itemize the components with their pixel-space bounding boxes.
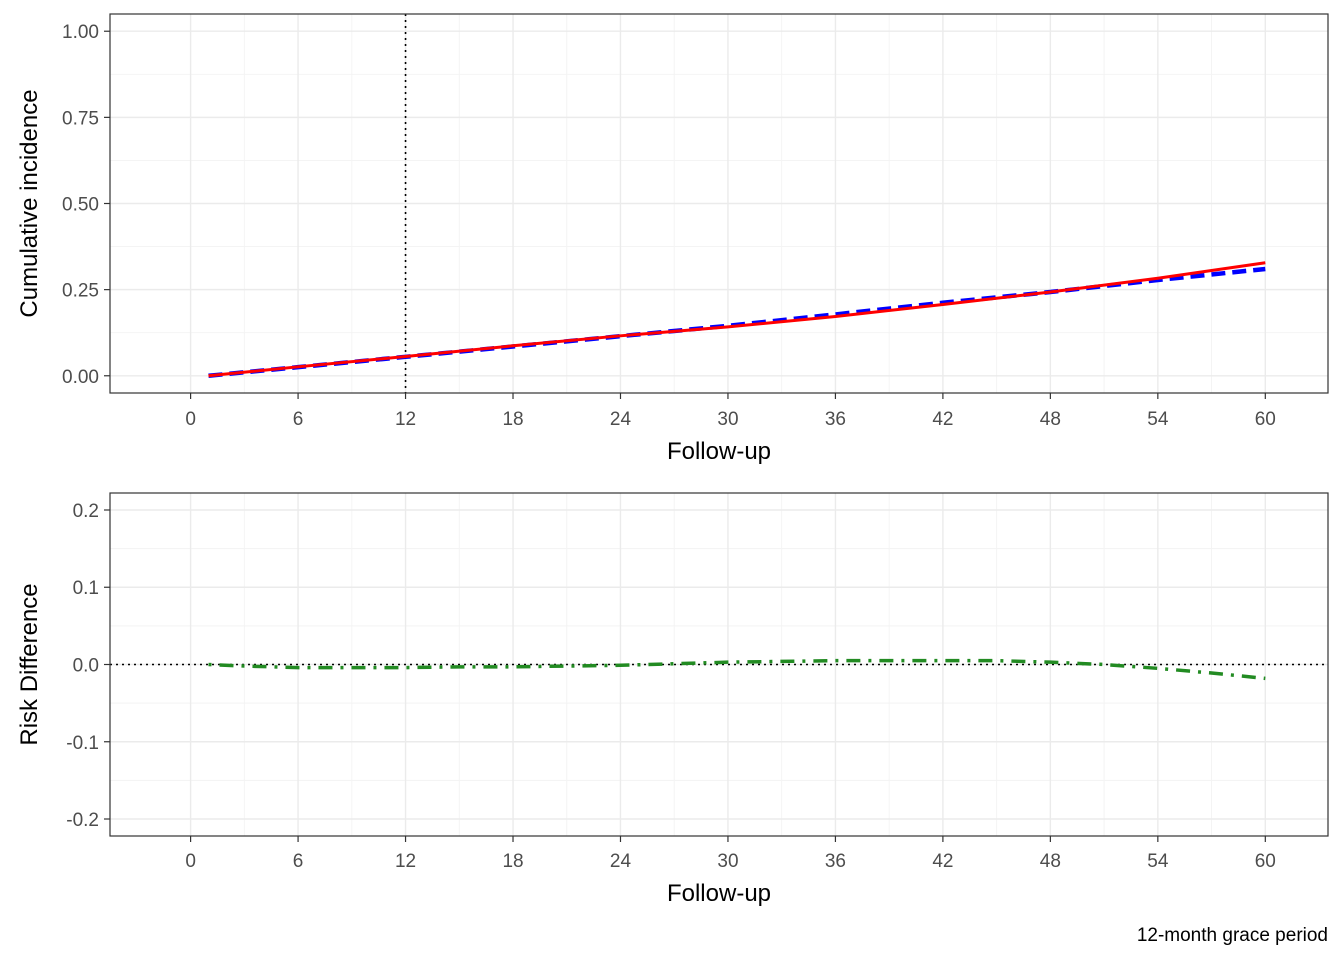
x-tick-label: 12 xyxy=(395,851,416,872)
x-tick-label: 48 xyxy=(1040,409,1061,430)
x-tick-label: 0 xyxy=(185,409,196,430)
cumulative-incidence-panel: 0 6 12 18 24 30 36 42 48 54 60 0.00 0.25 0.50 0.75 1.00… xyxy=(16,13,1329,465)
y-tick-label: 0.1 xyxy=(73,578,99,599)
x-tick-label: 48 xyxy=(1040,851,1061,872)
y-tick-label: -0.2 xyxy=(66,810,99,831)
y-tick-label: 0.0 xyxy=(73,656,99,677)
x-tick-label: 60 xyxy=(1255,409,1276,430)
y-tick-label: 1.00 xyxy=(62,22,99,43)
x-axis-title: Follow-up xyxy=(667,880,771,907)
x-tick-label: 18 xyxy=(502,851,523,872)
x-tick-label: 54 xyxy=(1147,851,1169,872)
x-tick-label: 0 xyxy=(185,851,196,872)
y-tick-label: 0.50 xyxy=(62,195,99,216)
cumulative-incidence-line-b xyxy=(208,261,1266,378)
x-tick-label: 6 xyxy=(293,409,304,430)
x-tick-label: 36 xyxy=(825,851,846,872)
y-tick-label: 0.25 xyxy=(62,281,99,302)
y-axis-title: Risk Difference xyxy=(16,583,43,745)
x-tick-label: 54 xyxy=(1147,409,1169,430)
x-tick-label: 42 xyxy=(932,409,953,430)
x-tick-label: 36 xyxy=(825,409,846,430)
y-tick-label: 0.75 xyxy=(62,108,99,129)
x-tick-label: 30 xyxy=(717,409,738,430)
x-tick-label: 12 xyxy=(395,409,416,430)
risk-difference-line xyxy=(208,658,1266,681)
x-tick-label: 24 xyxy=(610,851,632,872)
x-tick-label: 18 xyxy=(502,409,523,430)
x-axis-title: Follow-up xyxy=(667,438,771,465)
y-tick-label: -0.1 xyxy=(66,733,99,754)
caption: 12-month grace period xyxy=(1137,925,1328,946)
x-tick-label: 6 xyxy=(293,851,304,872)
y-tick-label: 0.00 xyxy=(62,367,99,388)
risk-difference-panel: 0 6 12 18 24 30 36 42 48 54 60 -0.2 -0.1 0.0 0.1 0.2 Fol… xyxy=(16,492,1329,907)
x-tick-label: 42 xyxy=(932,851,953,872)
y-axis-title: Cumulative incidence xyxy=(16,89,43,317)
x-tick-label: 30 xyxy=(717,851,738,872)
x-tick-label: 24 xyxy=(610,409,632,430)
y-tick-label: 0.2 xyxy=(73,501,99,522)
x-tick-label: 60 xyxy=(1255,851,1276,872)
